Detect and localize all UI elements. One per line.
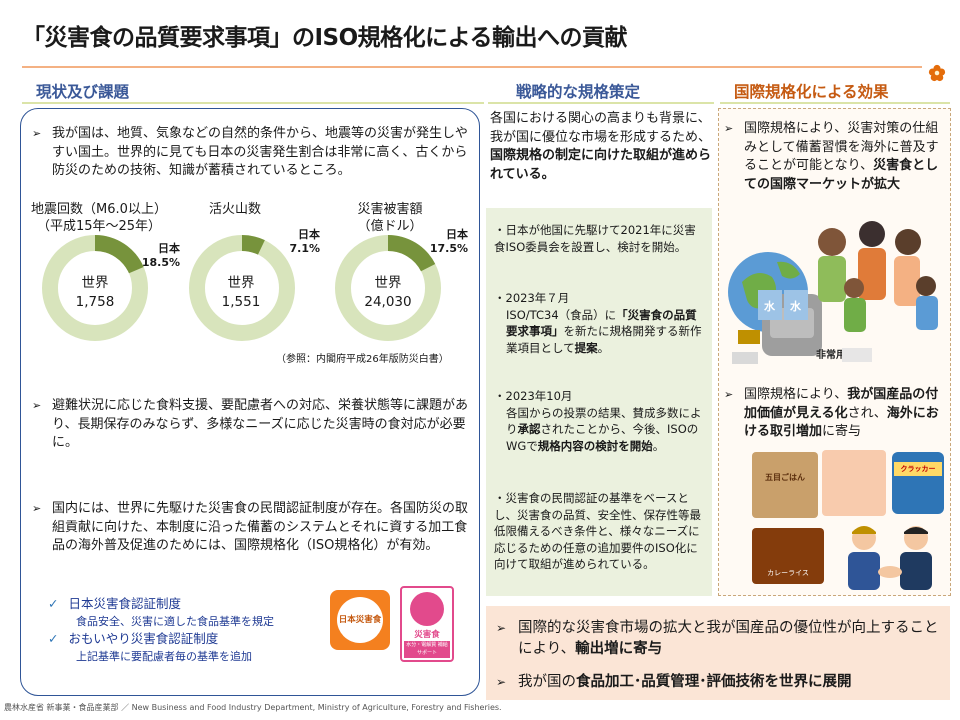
cracker-can-image: クラッカー xyxy=(892,452,944,514)
child-icon xyxy=(916,276,936,296)
timeline-item-2021: ・日本が他国に先駆けて2021年に災害食ISO委員会を設置し、検討を開始。 xyxy=(494,223,696,254)
page-title: 「災害食の品質要求事項」のISO規格化による輸出への貢献 xyxy=(22,25,628,51)
heading-effects: 国際規格化による効果 xyxy=(734,83,889,101)
heading-rule xyxy=(488,102,714,104)
rice-pack-image: 五目ごはん xyxy=(752,452,818,518)
timeline-item-2023-oct: ・2023年10月 各国からの投票の結果、賛成多数により承認されたことから、今後… xyxy=(494,389,702,453)
arrow-bullet-icon: ➢ xyxy=(32,399,42,412)
chart1-world-value: 世界 1,758 xyxy=(75,275,115,310)
cert-item-1-desc: 食品安全、災害に適した食品基準を規定 xyxy=(76,615,274,628)
conclusion-line-1: ➢ 国際的な災害食市場の拡大と我が国産品の優位性が向上することにより、輸出増に寄… xyxy=(496,620,939,657)
donut-charts xyxy=(42,235,441,341)
person-icon xyxy=(895,229,921,255)
timeline-item-2023-jul: ・2023年７月 ISO/TC34（食品）に「災害食の品質要求事項」を新たに規格… xyxy=(494,291,702,355)
disaster-preparedness-illustration: 水 水 非常用 xyxy=(728,221,938,364)
svg-text:水: 水 xyxy=(764,299,776,313)
person-icon xyxy=(859,221,885,247)
water-bottle-icon xyxy=(784,290,808,320)
chart3-label: 災害被害額 （億ドル） xyxy=(357,202,423,234)
handshake-illustration xyxy=(848,526,932,590)
conclusion-box xyxy=(486,606,950,700)
arrow-bullet-icon: ➢ xyxy=(724,388,734,401)
effect-bullet-2: ➢ 国際規格により、我が国産品の付加価値が見える化され、海外における取引増加に寄… xyxy=(724,387,939,439)
heading-current-issues: 現状及び課題 xyxy=(36,83,130,101)
donut-japan-slice xyxy=(95,235,144,274)
chart2-world-value: 世界 1,551 xyxy=(221,275,261,310)
arrow-bullet-icon: ➢ xyxy=(32,502,42,515)
water-bottle-icon xyxy=(758,290,782,320)
arrow-bullet-icon: ➢ xyxy=(496,621,507,635)
curry-rice-pack-image: カレーライス xyxy=(752,528,824,584)
donut-japan-slice xyxy=(242,235,265,255)
chart1-japan-label: 日本 18.5% xyxy=(141,242,180,269)
omoiyari-disaster-food-logo: 災害食 水分・電解質 補給サポート xyxy=(400,586,454,662)
chart2-label: 活火山数 xyxy=(208,202,261,217)
heading-rule xyxy=(22,102,484,104)
chart1-label: 地震回数（M6.0以上） （平成15年～25年） xyxy=(31,202,167,234)
arrow-bullet-icon: ➢ xyxy=(724,122,734,135)
effect-bullet-1: ➢ 国際規格により、災害対策の仕組みとして備蓄習慣を海外に普及することが可能とな… xyxy=(724,121,939,192)
issue-bullet-2: ➢ 避難状況に応じた食料支援、要配慮者への対応、栄養状態等に課題があり、長期保存… xyxy=(32,398,469,450)
issue-bullet-1: ➢ 我が国は、地質、気象などの自然的条件から、地震等の災害が発生しやすい国土。世… xyxy=(32,126,468,178)
person-icon xyxy=(818,228,846,256)
svg-text:非常用: 非常用 xyxy=(816,348,846,361)
baby-food-pack-image xyxy=(822,450,886,516)
cert-item-2: ✓ おもいやり災害食認証制度 xyxy=(48,631,219,646)
japan-disaster-food-logo: 日本災害食 xyxy=(330,590,390,650)
flower-icon xyxy=(928,64,946,82)
strategy-timeline-box xyxy=(486,208,712,596)
chart2-japan-label: 日本 7.1% xyxy=(289,228,320,255)
footer-credit: 農林水産省 新事業・食品産業部 ／ New Business and Food … xyxy=(4,703,502,712)
timeline-item-certification: ・災害食の民間認証の基準をベースとし、災害食の品質、安全性、保存性等最低限備える… xyxy=(494,491,701,571)
reference-note: （参照：内閣府平成26年版防災白書） xyxy=(276,354,449,365)
arrow-bullet-icon: ➢ xyxy=(496,675,507,689)
svg-text:水: 水 xyxy=(790,299,802,313)
heading-strategy: 戦略的な規格策定 xyxy=(516,83,641,101)
title-underline xyxy=(22,66,922,68)
chart3-world-value: 世界 24,030 xyxy=(364,275,412,310)
issue-bullet-3: ➢ 国内には、世界に先駆けた災害食の民間認証制度が存在。各国防災の取組貢献に向け… xyxy=(32,501,469,553)
cert-item-2-desc: 上記基準に要配慮者毎の基準を追加 xyxy=(76,650,252,663)
chart3-japan-label: 日本 17.5% xyxy=(429,228,468,255)
donut-japan-slice xyxy=(388,235,436,272)
check-icon: ✓ xyxy=(48,631,59,646)
arrow-bullet-icon: ➢ xyxy=(32,127,42,140)
current-issues-panel xyxy=(20,108,480,696)
child-icon xyxy=(844,278,864,298)
cert-item-1: ✓ 日本災害食認証制度 xyxy=(48,596,181,611)
check-icon: ✓ xyxy=(48,596,59,611)
conclusion-line-2: ➢ 我が国の食品加工･品質管理･評価技術を世界に展開 xyxy=(496,672,944,693)
strategy-intro: 各国における関心の高まりも背景に、我が国に優位な市場を形成するため、国際規格の制… xyxy=(490,111,712,182)
heading-rule xyxy=(720,102,950,104)
handshake-icon xyxy=(878,566,902,578)
